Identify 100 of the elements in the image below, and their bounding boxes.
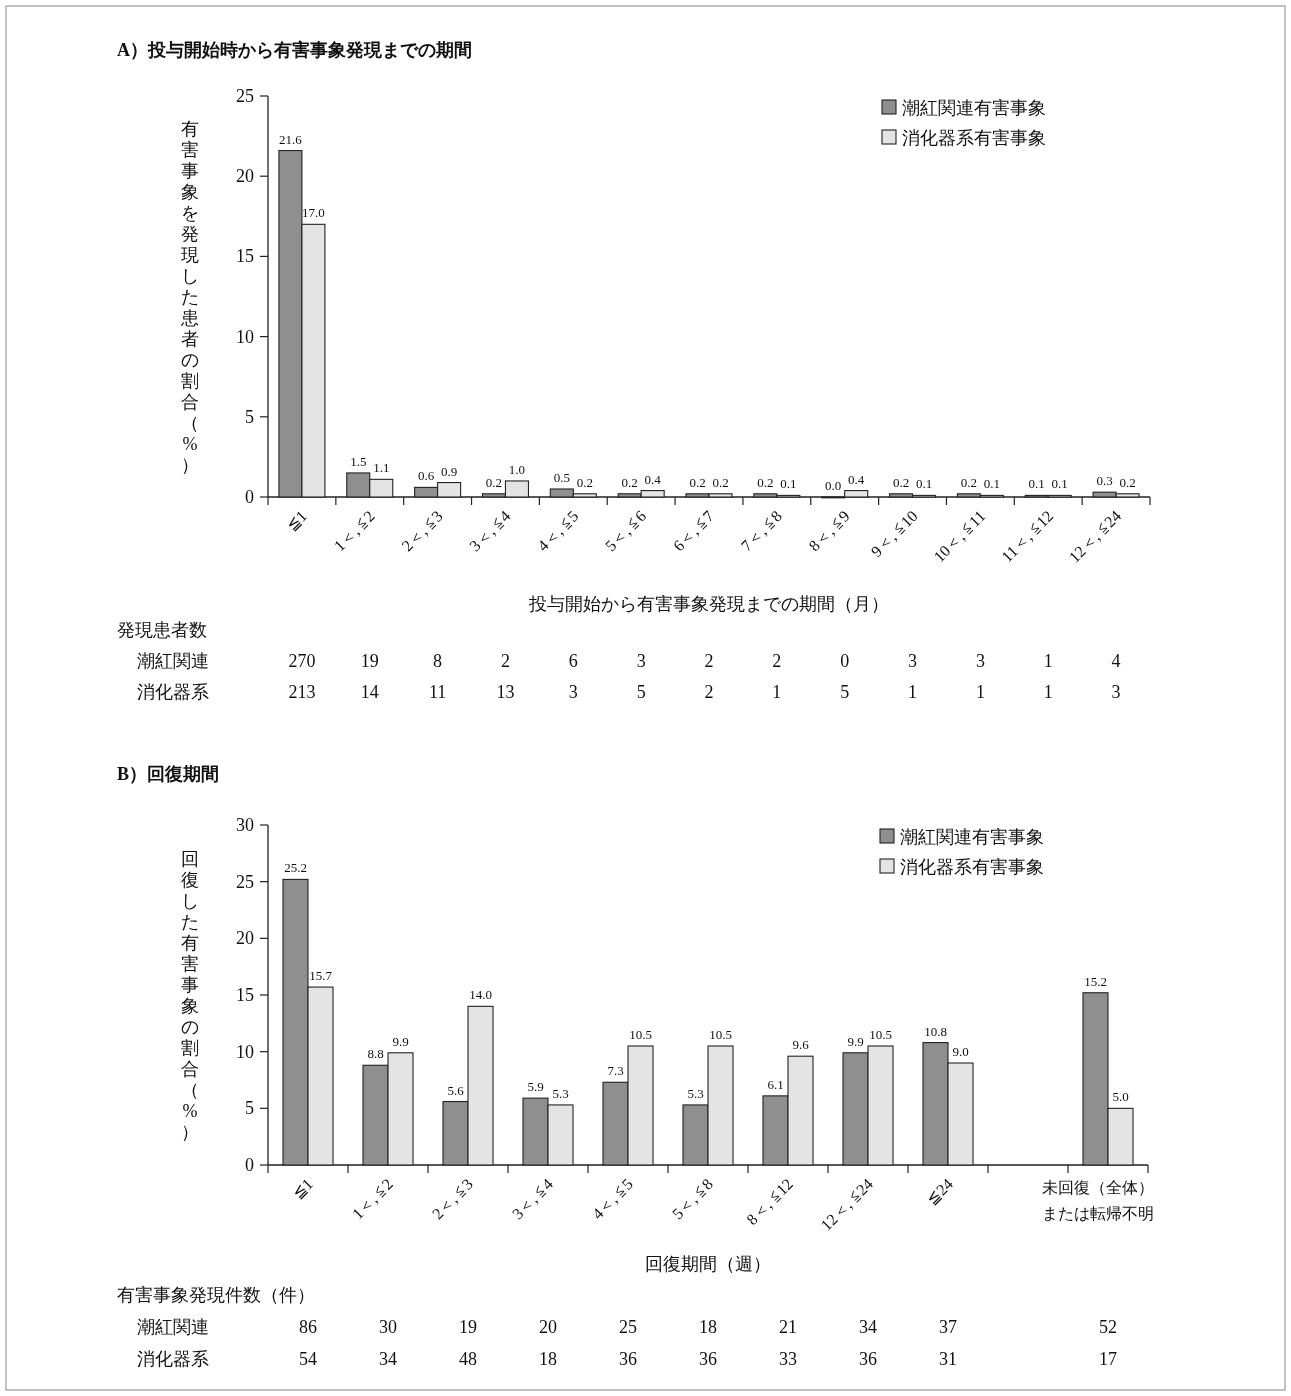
x-axis-title: 回復期間（週） — [645, 1254, 771, 1274]
data-label: 0.2 — [712, 474, 729, 490]
y-tick-label: 30 — [236, 815, 254, 835]
y-tick-label: 5 — [245, 406, 254, 427]
data-label: 3 — [636, 651, 646, 671]
data-label: 5.6 — [447, 1082, 465, 1098]
data-label: 4 — [1111, 651, 1121, 671]
data-label: 0.4 — [848, 471, 865, 487]
y-tick-label: 0 — [245, 1155, 254, 1175]
data-label: 5 — [636, 682, 646, 702]
data-label: 0.2 — [757, 474, 774, 490]
data-label: 1.1 — [373, 460, 390, 476]
y-tick-label: 0 — [245, 487, 254, 507]
data-label: 6.1 — [767, 1076, 784, 1092]
data-label: 34 — [379, 1349, 397, 1369]
data-label: 0.2 — [960, 474, 978, 490]
y-tick-label: 10 — [236, 1041, 254, 1062]
x-tick-label: 3＜, ≦4 — [508, 1175, 557, 1223]
data-label: 0.5 — [553, 469, 570, 485]
data-label: 0.4 — [644, 471, 662, 487]
y-tick-label: 25 — [236, 871, 254, 892]
data-label: 0.1 — [1051, 476, 1068, 492]
data-label: 18 — [539, 1349, 557, 1369]
x-tick-label: 10＜, ≦11 — [930, 507, 989, 566]
legend-label: 潮紅関連有害事象 — [902, 98, 1046, 118]
data-label: 36 — [859, 1349, 877, 1369]
data-label: 18 — [699, 1317, 717, 1337]
data-label: 36 — [619, 1349, 637, 1369]
data-label: 1 — [1043, 651, 1053, 671]
data-label: 270 — [288, 651, 316, 671]
data-label: 21.6 — [279, 131, 303, 147]
text: 回復した有害事象の割合（%） — [181, 848, 199, 1142]
data-label: 31 — [939, 1349, 957, 1369]
x-tick-label: 5＜, ≦6 — [601, 507, 650, 555]
data-label: 0.2 — [689, 474, 706, 490]
data-label: 0.1 — [915, 476, 933, 492]
data-label: 30 — [379, 1317, 397, 1337]
data-label: 17 — [1099, 1349, 1117, 1369]
data-label: 3 — [568, 682, 578, 702]
x-tick-label: 1＜, ≦2 — [348, 1175, 397, 1223]
y-tick-label: 10 — [236, 326, 254, 347]
x-tick-label: 8＜, ≦9 — [805, 507, 853, 555]
x-tick-label: ≦1 — [289, 1175, 317, 1202]
data-label: 10.5 — [869, 1027, 892, 1042]
x-tick-label: 2＜, ≦3 — [398, 507, 446, 555]
data-label: 1 — [975, 682, 985, 702]
data-label: 0.1 — [780, 476, 797, 492]
x-tick-label: 1＜, ≦2 — [330, 507, 378, 555]
data-label: 14.0 — [469, 987, 492, 1003]
x-tick-label: 未回復（全体）または転帰不明 — [1042, 1179, 1154, 1222]
chart-title: 発現患者数 — [117, 620, 207, 640]
data-label: 48 — [459, 1349, 477, 1369]
data-label: 9.9 — [847, 1033, 864, 1049]
data-label: 0 — [840, 651, 850, 671]
data-label: 15.2 — [1084, 973, 1107, 989]
y-tick-label: 消化器系 — [137, 682, 209, 702]
data-label: 1.5 — [350, 453, 367, 469]
data-label: 54 — [299, 1349, 317, 1369]
data-label: 2 — [704, 651, 714, 671]
x-tick-label: 7＜, ≦8 — [737, 507, 785, 555]
x-tick-label: ≦24 — [923, 1175, 957, 1208]
data-label: 0.2 — [621, 474, 638, 490]
data-label: 0.2 — [485, 474, 503, 490]
data-label: 0.3 — [1096, 473, 1113, 489]
data-label: 5.3 — [687, 1085, 704, 1101]
data-label: 0.2 — [576, 474, 593, 490]
legend-label: 消化器系有害事象 — [902, 128, 1046, 148]
data-label: 17.0 — [302, 205, 325, 221]
data-label: 9.6 — [792, 1037, 810, 1053]
chart-title: 有害事象発現件数（件） — [117, 1285, 315, 1305]
legend-label: 消化器系有害事象 — [900, 857, 1044, 877]
data-label: 0.1 — [983, 476, 1001, 492]
x-tick-label: 9＜, ≦10 — [867, 507, 921, 561]
data-label: 36 — [699, 1349, 717, 1369]
data-label: 10.5 — [709, 1027, 732, 1042]
data-label: 1 — [908, 682, 918, 702]
data-label: 86 — [299, 1317, 317, 1337]
data-label: 1 — [772, 682, 782, 702]
x-tick-label: 3＜, ≦4 — [466, 507, 514, 555]
x-tick-label: 4＜, ≦5 — [534, 507, 582, 555]
chart-title: A）投与開始時から有害事象発現までの期間 — [117, 40, 472, 60]
y-tick-label: 20 — [236, 928, 254, 949]
data-label: 5.0 — [1112, 1089, 1129, 1105]
y-tick-label: 潮紅関連 — [137, 1317, 209, 1337]
data-label: 19 — [360, 651, 379, 671]
data-label: 2 — [772, 651, 782, 671]
data-label: 14 — [360, 682, 379, 702]
data-label: 10.5 — [629, 1027, 652, 1042]
x-tick-label: 2＜, ≦3 — [428, 1175, 477, 1223]
legend-label: 潮紅関連有害事象 — [900, 827, 1044, 847]
y-tick-label: 25 — [236, 86, 254, 106]
data-label: 20 — [539, 1317, 557, 1337]
data-label: 2 — [704, 682, 714, 702]
data-label: 9.0 — [952, 1044, 969, 1059]
data-label: 3 — [975, 651, 985, 671]
x-tick-label: 12＜, ≦24 — [817, 1175, 877, 1234]
y-tick-label: 20 — [236, 166, 254, 187]
y-tick-label: 潮紅関連 — [137, 651, 209, 671]
data-label: 0.6 — [417, 468, 435, 484]
data-label: 9.9 — [392, 1033, 409, 1049]
